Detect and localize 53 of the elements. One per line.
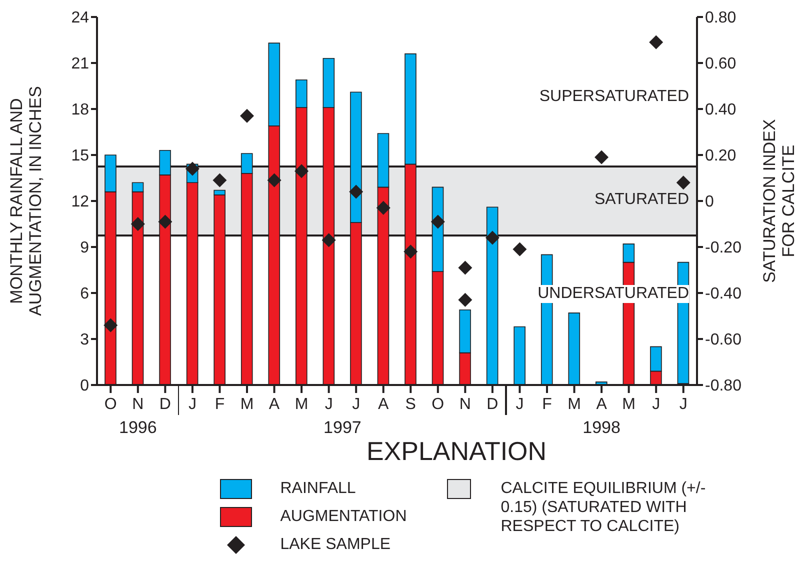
- x-tick-label: J: [679, 396, 688, 413]
- x-tick-label: M: [568, 396, 581, 413]
- y2-tick-label: 0.60: [705, 56, 736, 73]
- y-tick-label: 15: [71, 148, 90, 165]
- x-tick-label: J: [652, 396, 660, 413]
- x-tick-label: M: [622, 396, 636, 413]
- x-tick-label: O: [104, 396, 117, 413]
- legend-label: CALCITE EQUILIBRIUM (+/- 0.15) (SATURATED WITH RESPECT TO CALCITE): [500, 479, 707, 536]
- annotation: SUPERSATURATED: [539, 88, 689, 106]
- x-tick-label: N: [459, 396, 471, 413]
- y2-tick-label: 0.80: [705, 10, 736, 27]
- text: 1997: [324, 418, 362, 437]
- y-tick-label: 6: [80, 286, 90, 303]
- y-tick-label: 3: [80, 332, 90, 349]
- x-tick-label: D: [159, 396, 171, 413]
- annotation: SATURATED: [594, 191, 689, 209]
- y-tick-label: 18: [71, 102, 90, 119]
- legend-label: RAINFALL: [280, 479, 356, 498]
- x-tick-label: A: [596, 396, 608, 413]
- x-tick-label: F: [214, 396, 225, 413]
- x-tick-label: O: [432, 396, 444, 413]
- text: 1998: [582, 418, 622, 438]
- x-tick-label: F: [542, 396, 552, 413]
- legend-title: EXPLANATION: [365, 436, 548, 467]
- y2-tick-label: -0.60: [705, 332, 742, 349]
- legend-label: LAKE SAMPLE: [280, 535, 391, 554]
- y2-axis-title: SATURATION INDEX FOR CALCITE: [760, 119, 798, 283]
- y2-tick-label: 0.40: [705, 102, 736, 119]
- x-tick-label: A: [268, 396, 280, 413]
- x-tick-label: D: [486, 396, 498, 413]
- y2-tick-label: 0: [705, 194, 714, 211]
- y2-tick-label: -0.80: [705, 378, 742, 395]
- y2-tick-label: 0.20: [705, 148, 736, 165]
- y-tick-label: 21: [71, 56, 90, 73]
- x-tick-label: J: [188, 396, 196, 413]
- legend-label: AUGMENTATION: [280, 507, 407, 526]
- x-tick-label: S: [405, 396, 416, 413]
- y-tick-label: 12: [71, 194, 90, 211]
- x-tick-label: J: [516, 396, 524, 413]
- y-tick-label: 9: [80, 240, 90, 257]
- x-tick-label: J: [324, 396, 333, 413]
- y-tick-label: 24: [71, 10, 90, 27]
- y-tick-label: 0: [80, 378, 90, 395]
- x-tick-label: M: [240, 396, 254, 413]
- y-axis-title: MONTHLY RAINFALL AND AUGMENTATION, IN INCHES: [7, 86, 45, 316]
- x-tick-label: J: [352, 396, 360, 413]
- x-tick-label: M: [294, 396, 308, 413]
- text: 1996: [118, 418, 158, 438]
- annotation: UNDERSATURATED: [538, 285, 689, 304]
- x-tick-label: A: [378, 396, 390, 413]
- y2-tick-label: -0.20: [705, 240, 742, 257]
- x-tick-label: N: [132, 396, 144, 413]
- y2-tick-label: -0.40: [705, 286, 742, 303]
